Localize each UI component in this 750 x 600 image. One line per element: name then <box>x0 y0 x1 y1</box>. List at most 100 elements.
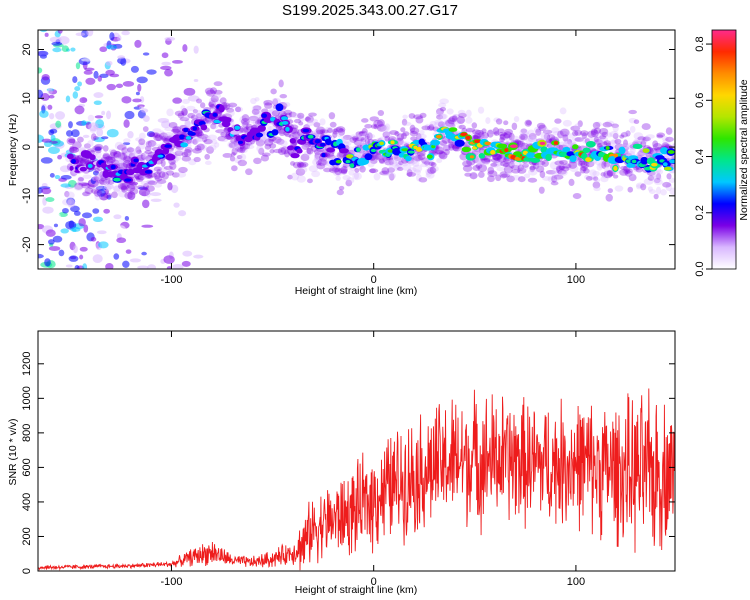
heatmap-halo-blob <box>210 98 218 104</box>
heatmap-halo-blob <box>239 115 247 124</box>
heatmap-halo-blob <box>672 143 675 148</box>
heatmap-halo-blob <box>153 171 161 180</box>
heatmap-halo-blob <box>469 172 478 180</box>
heatmap-halo-blob <box>137 142 146 150</box>
heatmap-halo-blob <box>428 123 435 131</box>
heatmap-halo-blob <box>244 144 255 150</box>
heatmap-halo-blob <box>204 160 212 166</box>
heatmap-halo-blob <box>249 117 257 124</box>
heatmap-halo-blob <box>621 166 630 175</box>
heatmap-halo-blob <box>602 121 613 128</box>
heatmap-halo-blob <box>201 136 208 143</box>
heatmap-halo-blob <box>313 122 321 128</box>
heatmap-halo-blob <box>169 162 177 171</box>
heatmap-halo-blob <box>95 148 102 154</box>
heatmap-halo-blob <box>275 139 285 144</box>
heatmap-noise-blob <box>49 112 55 120</box>
heatmap-noise-blob <box>88 122 99 132</box>
heatmap-halo-blob <box>603 140 612 146</box>
heatmap-noise-blob <box>83 70 93 75</box>
spectrogram-xtick-label: -100 <box>160 274 182 286</box>
heatmap-halo-blob <box>338 167 348 174</box>
heatmap-halo-blob <box>102 152 110 160</box>
heatmap-ridge-blob <box>287 145 295 151</box>
heatmap-halo-blob <box>558 165 566 171</box>
heatmap-halo-blob <box>604 120 615 127</box>
heatmap-halo-blob <box>313 148 323 155</box>
heatmap-halo-blob <box>493 159 503 168</box>
heatmap-halo-blob <box>487 175 495 183</box>
heatmap-halo-blob <box>66 137 76 145</box>
heatmap-halo-blob <box>332 130 338 139</box>
heatmap-noise-blob <box>93 100 102 105</box>
heatmap-halo-blob <box>93 189 103 197</box>
heatmap-noise-blob <box>90 176 97 185</box>
heatmap-halo-blob <box>408 160 415 166</box>
heatmap-halo-blob <box>292 131 301 140</box>
heatmap-noise-blob <box>41 74 50 81</box>
heatmap-halo-blob <box>138 132 146 140</box>
heatmap-noise-blob <box>161 61 171 66</box>
heatmap-halo-blob <box>499 133 506 141</box>
heatmap-halo-blob <box>517 176 526 183</box>
heatmap-halo-blob <box>647 186 653 192</box>
heatmap-halo-blob <box>352 172 362 181</box>
heatmap-halo-blob <box>620 165 629 171</box>
heatmap-halo-blob <box>253 157 262 165</box>
heatmap-halo-blob <box>209 97 217 104</box>
heatmap-halo-blob <box>233 139 240 146</box>
heatmap-halo-blob <box>401 159 409 167</box>
heatmap-halo-blob <box>625 168 633 174</box>
heatmap-halo-blob <box>296 175 306 183</box>
heatmap-halo-blob <box>359 165 366 173</box>
heatmap-noise-blob <box>106 110 112 120</box>
heatmap-halo-blob <box>533 126 542 133</box>
heatmap-ridge-blob <box>296 148 303 154</box>
heatmap-noise-blob <box>52 47 62 53</box>
heatmap-halo-blob <box>593 176 599 181</box>
heatmap-peak-blob <box>484 141 492 146</box>
heatmap-halo-blob <box>320 159 328 166</box>
heatmap-noise-blob <box>164 68 173 77</box>
heatmap-halo-blob <box>248 115 259 122</box>
heatmap-halo-blob <box>493 153 502 161</box>
heatmap-noise-blob <box>70 226 81 233</box>
heatmap-noise-blob <box>141 199 150 209</box>
heatmap-halo-blob <box>465 116 473 124</box>
heatmap-halo-blob <box>493 131 500 136</box>
heatmap-halo-blob <box>335 126 346 133</box>
heatmap-halo-blob <box>182 114 191 121</box>
heatmap-halo-blob <box>388 164 395 172</box>
heatmap-noise-blob <box>44 258 51 267</box>
heatmap-halo-blob <box>172 125 182 133</box>
heatmap-noise-blob <box>90 237 97 242</box>
heatmap-halo-blob <box>174 150 184 156</box>
heatmap-halo-blob <box>527 136 537 143</box>
heatmap-halo-blob <box>192 109 202 114</box>
heatmap-halo-blob <box>94 150 102 158</box>
heatmap-halo-blob <box>640 183 647 191</box>
heatmap-noise-blob <box>38 253 44 259</box>
heatmap-halo-blob <box>422 160 431 166</box>
heatmap-halo-blob <box>417 153 426 161</box>
heatmap-halo-blob <box>593 136 600 143</box>
heatmap-halo-blob <box>193 113 202 119</box>
heatmap-halo-blob <box>240 120 250 127</box>
heatmap-halo-blob <box>311 170 321 178</box>
heatmap-peak-blob <box>261 113 268 118</box>
heatmap-halo-blob <box>517 164 524 172</box>
heatmap-halo-blob <box>393 155 401 161</box>
heatmap-halo-blob <box>126 146 133 153</box>
heatmap-ridge-blob <box>290 153 300 159</box>
heatmap-halo-blob <box>280 140 288 147</box>
heatmap-halo-blob <box>452 113 461 119</box>
heatmap-peak-blob <box>407 150 415 154</box>
heatmap-halo-blob <box>92 145 103 151</box>
heatmap-halo-blob <box>253 111 263 118</box>
heatmap-halo-blob <box>645 134 655 139</box>
heatmap-halo-blob <box>457 109 466 116</box>
colorbar-tick-label: 0.2 <box>694 205 706 220</box>
heatmap-halo-blob <box>373 124 379 130</box>
heatmap-halo-blob <box>424 123 431 131</box>
heatmap-noise-blob <box>135 174 146 181</box>
